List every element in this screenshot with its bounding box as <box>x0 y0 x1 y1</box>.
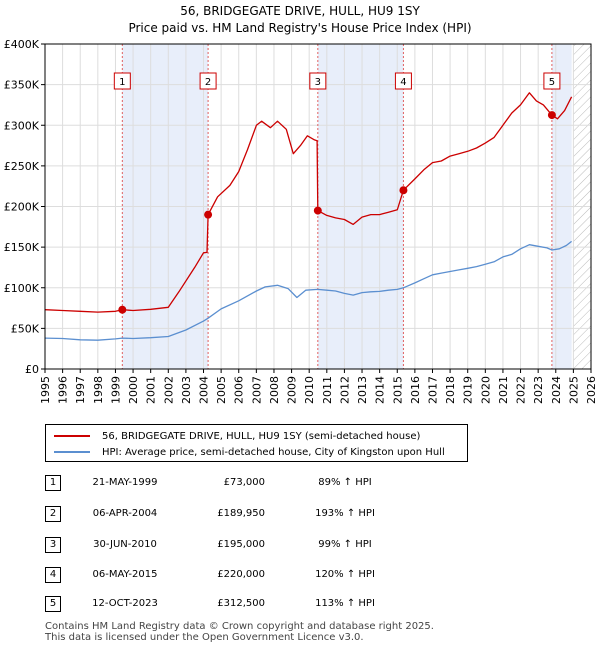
hpi-line <box>44 240 572 341</box>
legend-swatch-hpi <box>54 451 90 453</box>
transaction-number: 1 <box>45 475 61 491</box>
sale-marker-box <box>394 72 412 90</box>
sale-marker-label: 3 <box>315 77 321 88</box>
x-tick-label: 2021 <box>497 376 510 404</box>
x-tick-label: 2004 <box>198 376 211 404</box>
x-tick-label: 2010 <box>303 376 316 404</box>
sale-point <box>313 206 322 215</box>
transaction-number: 5 <box>45 596 61 612</box>
x-tick-label: 2000 <box>127 376 140 404</box>
x-tick-label: 2022 <box>515 376 528 404</box>
transaction-hpi: 113% ↑ HPI <box>315 598 375 609</box>
x-tick-label: 2008 <box>268 376 281 404</box>
footer-copyright: Contains HM Land Registry data © Crown c… <box>45 621 434 632</box>
y-tick-label: £350K <box>4 79 40 92</box>
x-tick-label: 2025 <box>567 376 580 404</box>
footer-licence: This data is licensed under the Open Gov… <box>45 632 364 643</box>
x-tick-label: 2019 <box>462 376 475 404</box>
sale-point <box>204 210 213 219</box>
y-tick-label: £400K <box>4 38 40 51</box>
transaction-hpi: 99% ↑ HPI <box>318 539 372 550</box>
x-tick-label: 2006 <box>233 376 246 404</box>
transaction-price: £189,950 <box>217 508 265 519</box>
price-chart: 1 2 3 4 5 £0 £50K £100K £150K £200K £250K £300K £35… <box>4 38 598 404</box>
sale-marker-label: 1 <box>119 77 125 88</box>
transaction-date: 06-APR-2004 <box>92 508 158 519</box>
transaction-number: 4 <box>45 567 61 583</box>
x-tick-label: 2017 <box>426 376 439 404</box>
transaction-row: 5 12-OCT-2023 £312,500 113% ↑ HPI <box>45 596 445 616</box>
transaction-date: 12-OCT-2023 <box>92 598 158 609</box>
transaction-price: £195,000 <box>217 539 265 550</box>
sale-marker-box <box>543 72 561 90</box>
y-tick-label: £200K <box>4 201 40 214</box>
transaction-price: £312,500 <box>217 598 265 609</box>
x-tick-label: 2007 <box>250 376 263 404</box>
legend-item-property: 56, BRIDGEGATE DRIVE, HULL, HU9 1SY (sem… <box>54 429 420 443</box>
x-tick-label: 2023 <box>532 376 545 404</box>
x-tick-label: 2003 <box>180 376 193 404</box>
transaction-date: 06-MAY-2015 <box>92 569 158 580</box>
x-tick-label: 1996 <box>57 376 70 404</box>
footer: Contains HM Land Registry data © Crown c… <box>45 621 434 643</box>
x-tick-label: 2012 <box>338 376 351 404</box>
sale-marker-box <box>199 72 217 90</box>
chart-title: 56, BRIDGEGATE DRIVE, HULL, HU9 1SY <box>180 4 420 18</box>
x-tick-label: 1998 <box>92 376 105 404</box>
transaction-date: 21-MAY-1999 <box>92 477 158 488</box>
property-price-line <box>44 92 573 313</box>
transaction-hpi: 120% ↑ HPI <box>315 569 375 580</box>
sale-marker-label: 2 <box>205 77 211 88</box>
sale-marker-label: 5 <box>549 77 555 88</box>
sale-marker-box <box>309 72 327 90</box>
sale-point <box>547 111 556 120</box>
legend-item-hpi: HPI: Average price, semi-detached house,… <box>54 445 445 459</box>
legend-label-property: 56, BRIDGEGATE DRIVE, HULL, HU9 1SY (sem… <box>102 430 421 442</box>
transaction-row: 4 06-MAY-2015 £220,000 120% ↑ HPI <box>45 567 445 587</box>
transaction-date: 30-JUN-2010 <box>93 539 157 550</box>
x-tick-label: 2024 <box>550 376 563 404</box>
y-tick-label: £50K <box>11 322 40 335</box>
x-tick-label: 2009 <box>286 376 299 404</box>
x-tick-label: 1997 <box>74 376 87 404</box>
transaction-number: 2 <box>45 506 61 522</box>
legend-label-hpi: HPI: Average price, semi-detached house,… <box>102 446 445 458</box>
transaction-price: £73,000 <box>223 477 265 488</box>
transaction-hpi: 193% ↑ HPI <box>315 508 375 519</box>
x-tick-label: 2015 <box>391 376 404 404</box>
chart-subtitle: Price paid vs. HM Land Registry's House … <box>128 21 472 35</box>
y-tick-label: £300K <box>4 119 40 132</box>
sale-point <box>399 186 408 195</box>
transaction-number: 3 <box>45 537 61 553</box>
legend: 56, BRIDGEGATE DRIVE, HULL, HU9 1SY (sem… <box>45 424 468 462</box>
x-tick-label: 1995 <box>39 376 52 404</box>
x-tick-label: 2020 <box>479 376 492 404</box>
transaction-hpi: 89% ↑ HPI <box>318 477 372 488</box>
x-tick-label: 2018 <box>444 376 457 404</box>
x-tick-label: 2005 <box>215 376 228 404</box>
y-tick-label: £0 <box>25 363 39 376</box>
y-tick-label: £250K <box>4 160 40 173</box>
sale-point <box>118 305 127 314</box>
x-tick-label: 2026 <box>585 376 598 404</box>
y-tick-label: £150K <box>4 241 40 254</box>
sale-marker-box <box>113 72 131 90</box>
transaction-price: £220,000 <box>217 569 265 580</box>
x-tick-label: 2014 <box>374 376 387 404</box>
x-tick-label: 2011 <box>321 376 334 404</box>
sale-marker-label: 4 <box>400 77 406 88</box>
transaction-row: 1 21-MAY-1999 £73,000 89% ↑ HPI <box>45 475 445 495</box>
transaction-row: 3 30-JUN-2010 £195,000 99% ↑ HPI <box>45 537 445 557</box>
x-tick-label: 1999 <box>109 376 122 404</box>
x-tick-label: 2016 <box>409 376 422 404</box>
legend-swatch-property <box>54 435 90 437</box>
x-tick-label: 2001 <box>145 376 158 404</box>
x-tick-label: 2013 <box>356 376 369 404</box>
y-tick-label: £100K <box>4 282 40 295</box>
x-tick-label: 2002 <box>162 376 175 404</box>
transaction-row: 2 06-APR-2004 £189,950 193% ↑ HPI <box>45 506 445 526</box>
